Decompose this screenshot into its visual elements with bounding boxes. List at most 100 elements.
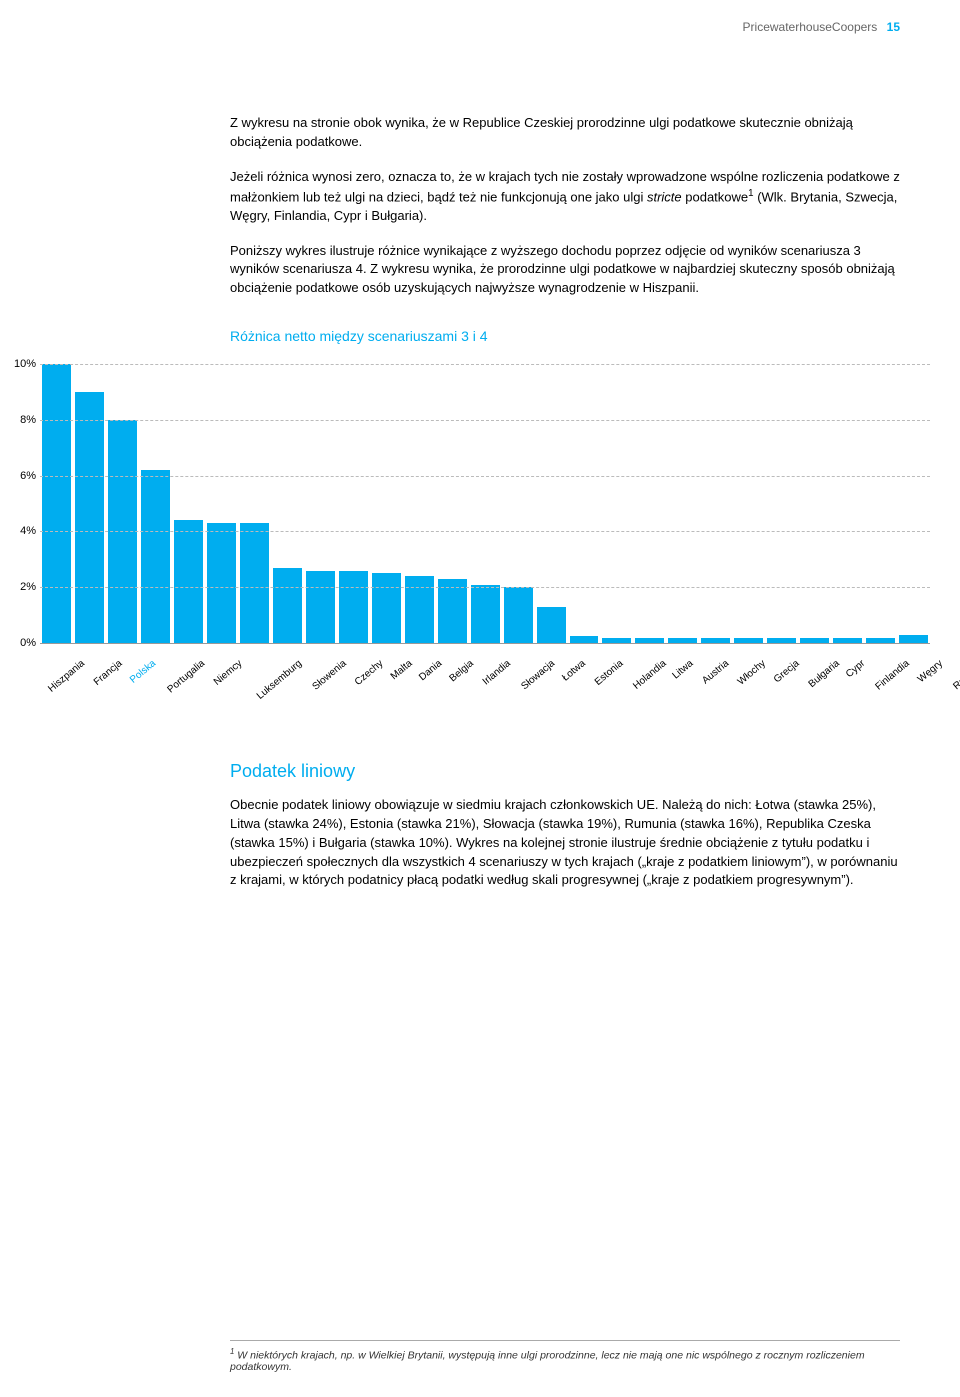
bar-slot [602, 364, 631, 643]
bar-slot [899, 364, 928, 643]
bar [207, 523, 236, 643]
bar-slot [174, 364, 203, 643]
bar [306, 571, 335, 644]
bar-slot [668, 364, 697, 643]
bar-slot [701, 364, 730, 643]
p2-italic: stricte [647, 189, 682, 204]
bar [339, 571, 368, 644]
x-axis-label: Węgry [915, 658, 944, 685]
x-axis-label: Łotwa [560, 658, 588, 684]
x-axis-label: Austria [700, 658, 731, 686]
paragraph-3: Poniższy wykres ilustruje różnice wynika… [230, 242, 900, 299]
bar [734, 638, 763, 644]
grid-line [40, 364, 930, 365]
x-axis-label: Polska [128, 658, 158, 686]
footnote-marker: 1 [230, 1347, 234, 1356]
bar [866, 638, 895, 644]
bar-slot [141, 364, 170, 643]
grid-line [40, 420, 930, 421]
x-axis-label: Litwa [671, 658, 696, 681]
bar [273, 568, 302, 643]
bar-chart: 0%2%4%6%8%10% HiszpaniaFrancjaPolskaPort… [40, 364, 930, 661]
x-axis-label: Francja [92, 658, 125, 688]
bar-slot [240, 364, 269, 643]
bar [471, 585, 500, 644]
x-axis-label: Włochy [736, 658, 768, 688]
bar [767, 638, 796, 644]
bars-container [40, 364, 930, 643]
x-axis-label: Finlandia [873, 658, 911, 693]
x-axis-label: Dania [417, 658, 444, 683]
x-axis-label: Grecja [772, 658, 802, 685]
y-axis-label: 6% [6, 470, 36, 482]
bar [570, 636, 599, 643]
bar [668, 638, 697, 644]
paragraph-2: Jeżeli różnica wynosi zero, oznacza to, … [230, 168, 900, 226]
bar-slot [767, 364, 796, 643]
bar [602, 638, 631, 644]
x-axis-label: Malta [388, 658, 414, 682]
body-text: Z wykresu na stronie obok wynika, że w R… [230, 114, 900, 298]
bar [141, 470, 170, 643]
bar-slot [438, 364, 467, 643]
bar [800, 638, 829, 644]
bar [75, 392, 104, 643]
bar-slot [108, 364, 137, 643]
x-axis-label: Irlandia [481, 658, 513, 688]
grid-line [40, 476, 930, 477]
bar [635, 638, 664, 644]
x-axis-label: Estonia [592, 658, 625, 688]
chart-title: Różnica netto między scenariuszami 3 i 4 [230, 328, 960, 344]
x-axis-label: Czechy [353, 658, 386, 688]
bar-slot [570, 364, 599, 643]
page-header: PricewaterhouseCoopers 15 [0, 0, 960, 44]
bar-slot [866, 364, 895, 643]
bar-slot [537, 364, 566, 643]
bar [240, 523, 269, 643]
x-axis-label: Słowenia [310, 658, 348, 693]
x-axis-labels: HiszpaniaFrancjaPolskaPortugaliaNiemcyLu… [40, 650, 930, 661]
bar-slot [339, 364, 368, 643]
x-axis-label: Słowacja [519, 658, 557, 692]
y-axis-label: 10% [6, 358, 36, 370]
bar [405, 576, 434, 643]
y-axis-label: 0% [6, 637, 36, 649]
section-title: Podatek liniowy [230, 761, 960, 782]
bar-slot [734, 364, 763, 643]
grid-line [40, 587, 930, 588]
bar-slot [372, 364, 401, 643]
bar-slot [207, 364, 236, 643]
bar-slot [405, 364, 434, 643]
y-axis-label: 8% [6, 414, 36, 426]
bar-slot [75, 364, 104, 643]
x-axis-label: Niemcy [212, 658, 245, 688]
x-axis-label: Luksemburg [255, 658, 304, 702]
paragraph-1: Z wykresu na stronie obok wynika, że w R… [230, 114, 900, 152]
x-axis-label: Holandia [631, 658, 668, 692]
x-axis-label: Portugalia [166, 658, 208, 695]
bar-slot [42, 364, 71, 643]
x-axis-label: Cypr [844, 658, 867, 680]
bar [701, 638, 730, 644]
x-axis-label: Hiszpania [46, 658, 87, 695]
x-axis-label: Bułgaria [807, 658, 842, 690]
chart-plot-area: 0%2%4%6%8%10% [40, 364, 930, 644]
section-text: Obecnie podatek liniowy obowiązuje w sie… [230, 796, 900, 890]
y-axis-label: 4% [6, 525, 36, 537]
bar [537, 607, 566, 643]
bar [174, 520, 203, 643]
bar [833, 638, 862, 644]
bar-slot [635, 364, 664, 643]
bar [504, 587, 533, 643]
grid-line [40, 531, 930, 532]
bar-slot [273, 364, 302, 643]
p2-part-b: podatkowe [682, 189, 749, 204]
bar [372, 573, 401, 643]
bar-slot [800, 364, 829, 643]
footnote: 1 W niektórych krajach, np. w Wielkiej B… [230, 1340, 900, 1374]
x-axis-label: Belgia [448, 658, 476, 684]
bar-slot [471, 364, 500, 643]
page-number: 15 [887, 20, 900, 34]
y-axis-label: 2% [6, 581, 36, 593]
brand-name: PricewaterhouseCoopers [743, 20, 878, 34]
